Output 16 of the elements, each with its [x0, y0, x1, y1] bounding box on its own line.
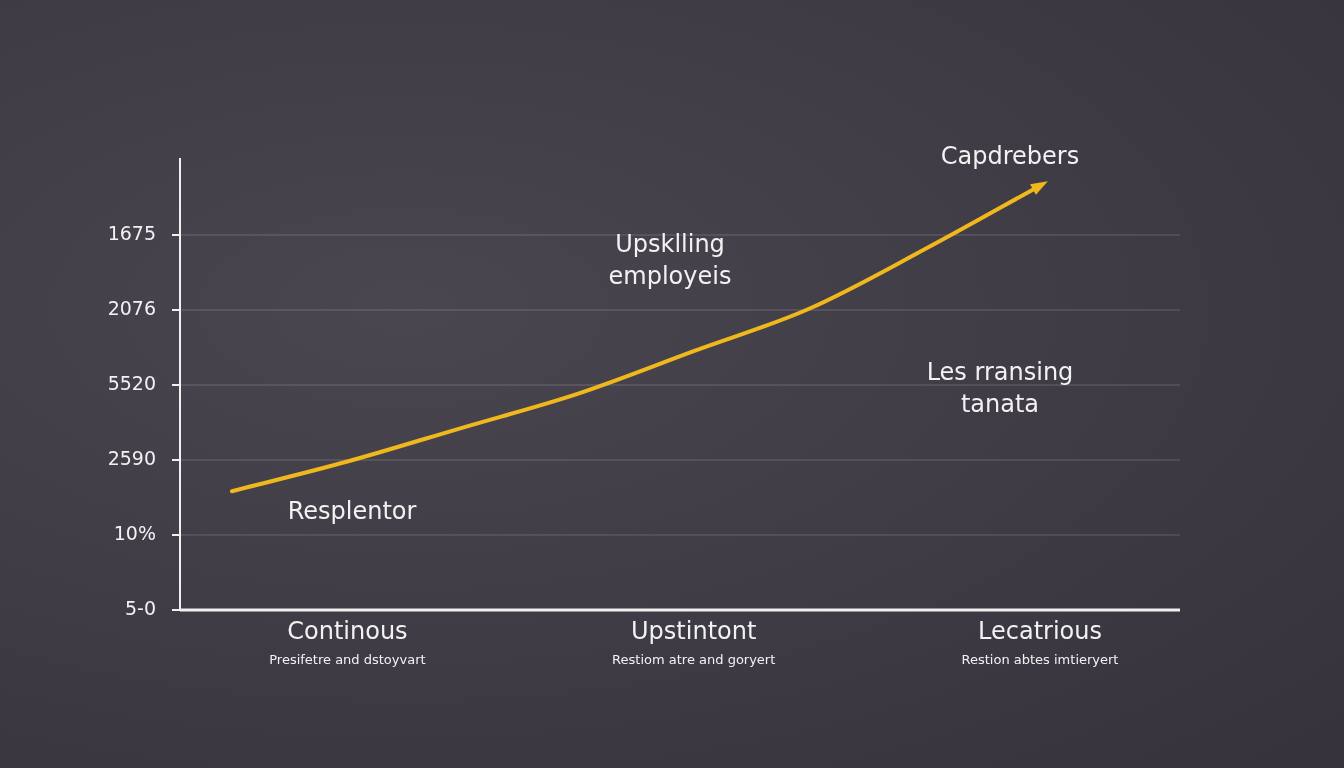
- text: 2076: [107, 296, 156, 319]
- text: 10%: [113, 521, 156, 544]
- x-tick-label: Continous: [287, 616, 408, 645]
- text: 2590: [107, 446, 156, 469]
- text: 5520: [107, 371, 156, 394]
- text: Restiom atre and goryert: [612, 652, 776, 668]
- annotation: Resplentor: [287, 497, 417, 526]
- text: Presifetre and dstoyvart: [269, 652, 426, 668]
- text: Capdrebers: [940, 142, 1080, 171]
- annotation: Upsklling employeis: [608, 230, 732, 291]
- annotation: Les rransing tanata: [926, 358, 1074, 419]
- x-tick-label: Upstintont: [631, 616, 757, 645]
- text: 1675: [107, 221, 156, 244]
- text: Restion abtes imtieryert: [961, 652, 1119, 668]
- x-tick-label: Lecatrious: [978, 616, 1102, 645]
- text: 5-0: [124, 596, 156, 619]
